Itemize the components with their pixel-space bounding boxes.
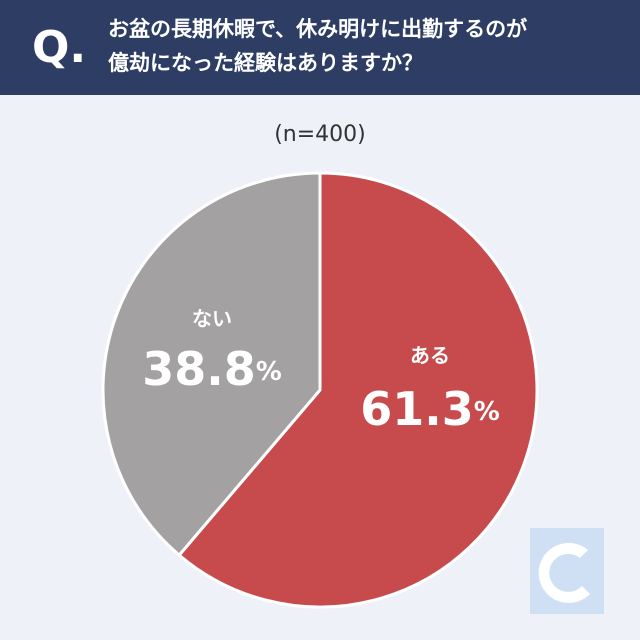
logo: [530, 528, 604, 614]
slice-category: ある: [410, 344, 450, 368]
slice-category: ない: [192, 307, 232, 331]
slice-value-label: 61.3%: [360, 382, 500, 436]
subtitle: (n=400): [274, 122, 366, 147]
pie-slice: [101, 171, 322, 558]
title-line: お盆の長期休暇で、休み明けに出勤するのが: [108, 17, 527, 41]
title-line: 億劫になった経験はありますか？: [108, 51, 423, 75]
pie: ある 61.3% ない 38.8%: [101, 171, 539, 609]
logo-mark: [538, 542, 590, 603]
question-label: Q.: [32, 22, 86, 73]
slice-value-label: 38.8%: [142, 342, 282, 396]
header-band: [0, 0, 640, 95]
pie-slice: [177, 171, 539, 609]
